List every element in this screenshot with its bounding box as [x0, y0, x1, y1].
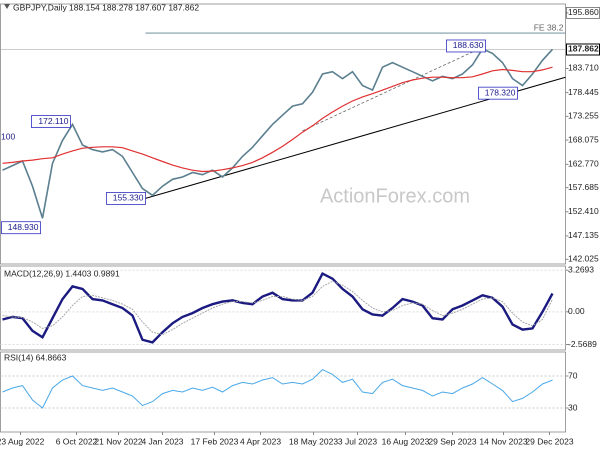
y-tick-label: 147.135	[568, 230, 599, 240]
x-tick-label: 18 May 2023	[289, 436, 338, 446]
annotation-box	[478, 86, 518, 100]
y-tick-label: 142.025	[568, 254, 599, 264]
macd-title: MACD(12,26,9) 1.4403 0.9891	[4, 268, 120, 278]
y-tick-label: 70	[568, 370, 578, 380]
annotation-label: 188.630	[453, 40, 484, 50]
y-tick-label: 30	[568, 402, 578, 412]
y-tick-label: 0.00	[568, 306, 585, 316]
annotation-box	[446, 39, 486, 53]
last-price-label: 187.862	[568, 44, 599, 54]
y-tick-label: 3.2693	[568, 264, 594, 274]
edge-label: 100	[1, 131, 15, 141]
x-tick-label: 14 Nov 2023	[479, 436, 527, 446]
macd-panel	[0, 265, 566, 351]
series-line	[2, 66, 553, 173]
x-tick-label: 23 Aug 2022	[0, 436, 45, 446]
x-tick-label: 6 Oct 2022	[56, 436, 98, 446]
y-tick-label: 195.860	[568, 7, 599, 17]
x-tick-label: 29 Dec 2023	[525, 436, 573, 446]
x-tick-label: 4 Jan 2023	[141, 436, 183, 446]
annotation-label: 155.330	[113, 193, 144, 203]
rsi-panel	[0, 351, 566, 433]
y-tick-label: 178.445	[568, 87, 599, 97]
series-line	[2, 271, 554, 344]
series-line	[2, 368, 553, 409]
annotation-box	[106, 192, 146, 205]
y-tick-label: 183.710	[568, 63, 599, 73]
y-tick-label: 152.410	[568, 206, 599, 216]
annotation-label: 178.320	[485, 87, 516, 97]
annotation-label: 172.110	[38, 116, 68, 126]
y-tick-label: 173.255	[568, 111, 599, 121]
price-panel	[0, 3, 566, 265]
watermark: ActionForex.com	[320, 185, 470, 207]
y-tick-label: 157.685	[568, 182, 599, 192]
x-tick-label: 29 Sep 2023	[428, 436, 476, 446]
y-tick-label: -2.5689	[568, 339, 597, 349]
series-line	[2, 280, 553, 336]
y-tick-label: 168.075	[568, 134, 599, 144]
x-tick-label: 4 Apr 2023	[240, 436, 281, 446]
title-icon	[4, 4, 10, 9]
annotation-label: 148.930	[8, 222, 39, 232]
trendline	[302, 45, 486, 132]
annotation-box	[1, 221, 41, 235]
series-line	[2, 47, 554, 219]
y-tick-label: 162.770	[568, 159, 599, 169]
x-tick-label: 21 Nov 2022	[94, 436, 142, 446]
rsi-title: RSI(14) 64.8663	[4, 352, 67, 362]
chart-title: GBPJPY,Daily 188.154 188.278 187.607 187…	[13, 2, 199, 12]
x-tick-label: 16 Aug 2023	[382, 436, 430, 446]
annotation-box	[31, 115, 71, 128]
level-label: FE 38.2	[534, 22, 564, 32]
x-tick-label: 17 Feb 2023	[191, 436, 239, 446]
x-tick-label: 3 Jul 2023	[338, 436, 377, 446]
